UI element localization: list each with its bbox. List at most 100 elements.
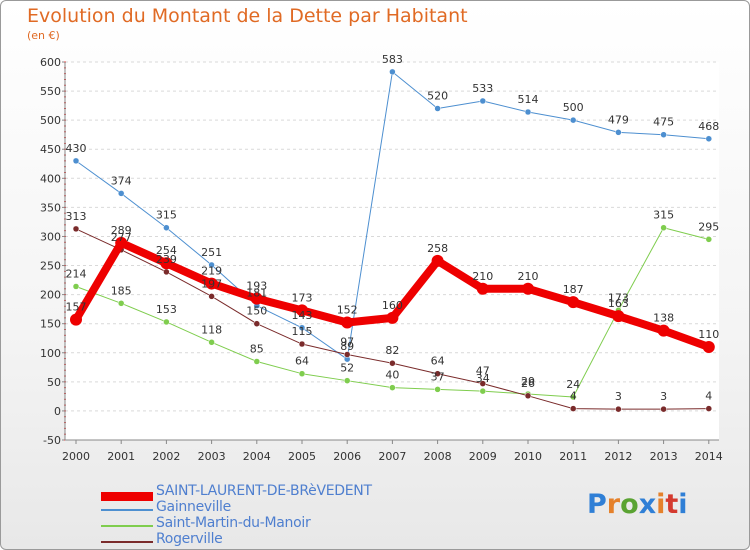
data-label: 185 xyxy=(111,284,132,297)
data-point xyxy=(524,392,532,400)
x-tick-label: 2001 xyxy=(107,450,135,463)
legend-swatch-saint-martin xyxy=(101,525,153,527)
y-tick-label: 0 xyxy=(54,405,61,418)
data-point xyxy=(386,311,399,324)
data-point xyxy=(253,320,261,327)
data-point xyxy=(205,277,218,290)
data-point xyxy=(208,339,215,346)
data-point xyxy=(615,405,622,413)
data-label: 143 xyxy=(292,309,313,322)
data-point xyxy=(569,116,577,124)
data-label: 289 xyxy=(111,224,132,237)
data-label: 430 xyxy=(66,142,87,155)
data-point xyxy=(660,224,667,231)
data-label: 4 xyxy=(705,390,712,403)
logo-letter: i xyxy=(656,489,666,520)
data-label: 193 xyxy=(246,280,267,293)
data-label: 173 xyxy=(292,291,313,304)
data-point xyxy=(70,313,82,326)
x-tick-label: 2000 xyxy=(62,450,90,463)
data-point xyxy=(72,283,80,290)
data-label: 47 xyxy=(476,365,490,378)
data-point xyxy=(72,157,80,165)
y-tick-label: 50 xyxy=(47,376,61,389)
data-label: 89 xyxy=(340,340,354,353)
data-point xyxy=(612,310,625,323)
data-point xyxy=(208,293,215,300)
data-point xyxy=(250,292,263,305)
y-tick-label: 600 xyxy=(40,56,61,69)
data-label: 37 xyxy=(431,370,445,383)
data-point xyxy=(476,282,489,295)
data-point xyxy=(343,377,351,384)
data-label: 295 xyxy=(698,220,719,233)
data-label: 583 xyxy=(382,53,403,66)
plot-area xyxy=(65,62,719,440)
data-label: 514 xyxy=(518,93,539,106)
data-point xyxy=(705,405,713,412)
data-label: 163 xyxy=(608,297,629,310)
data-label: 315 xyxy=(156,209,177,222)
x-tick-label: 2008 xyxy=(424,450,452,463)
data-label: 239 xyxy=(156,253,177,266)
data-label: 479 xyxy=(608,113,629,126)
series-2 xyxy=(72,224,713,401)
data-point xyxy=(434,386,441,393)
data-label: 313 xyxy=(66,210,87,223)
data-label: 34 xyxy=(476,372,490,385)
x-tick-label: 2014 xyxy=(695,450,723,463)
data-point xyxy=(660,405,667,413)
legend-label-gainneville: Gainneville xyxy=(156,499,231,515)
data-label: 52 xyxy=(340,362,354,375)
x-tick-label: 2007 xyxy=(378,450,406,463)
y-tick-label: -50 xyxy=(43,434,61,447)
data-label: 26 xyxy=(521,377,535,390)
data-label: 520 xyxy=(427,90,448,103)
data-label: 210 xyxy=(472,270,493,283)
data-point xyxy=(569,393,577,401)
logo-letter: o xyxy=(620,489,639,520)
data-label: 97 xyxy=(340,336,354,349)
x-tick-label: 2002 xyxy=(152,450,180,463)
data-label: 187 xyxy=(563,283,584,296)
data-point xyxy=(479,387,487,395)
legend-label-saint-laurent: SAINT-LAURENT-DE-BRèVEDENT xyxy=(156,483,372,499)
data-point xyxy=(660,131,667,138)
legend-label-saint-martin: Saint-Martin-du-Manoir xyxy=(156,515,311,531)
data-point xyxy=(567,296,580,309)
data-point xyxy=(341,316,354,329)
data-point xyxy=(479,380,487,387)
data-label: 468 xyxy=(698,120,719,133)
x-tick-label: 2003 xyxy=(198,450,226,463)
data-label: 138 xyxy=(653,312,674,325)
y-tick-label: 300 xyxy=(40,230,61,243)
x-tick-label: 2004 xyxy=(243,450,271,463)
data-label: 258 xyxy=(427,242,448,255)
data-label: 210 xyxy=(518,270,539,283)
data-point xyxy=(117,300,125,307)
data-label: 254 xyxy=(156,244,177,257)
x-tick-label: 2005 xyxy=(288,450,316,463)
legend-item-saint-martin: Saint-Martin-du-Manoir xyxy=(101,515,421,533)
data-label: 277 xyxy=(111,231,132,244)
data-point xyxy=(117,190,125,197)
data-label: 173 xyxy=(608,291,629,304)
x-tick-label: 2013 xyxy=(650,450,678,463)
data-point xyxy=(298,340,306,348)
data-label: 152 xyxy=(337,304,358,317)
data-point xyxy=(163,318,170,326)
data-label: 3 xyxy=(660,390,667,403)
series-0 xyxy=(70,236,715,353)
data-point xyxy=(163,268,170,276)
data-label: 160 xyxy=(382,299,403,312)
data-label: 118 xyxy=(201,323,222,336)
data-label: 181 xyxy=(246,287,267,300)
data-label: 219 xyxy=(201,265,222,278)
data-label: 374 xyxy=(111,174,132,187)
y-tick-label: 500 xyxy=(40,114,61,127)
data-label: 500 xyxy=(563,101,584,114)
legend-item-rogerville: Rogerville xyxy=(101,531,421,549)
data-point xyxy=(657,324,670,337)
x-tick-label: 2011 xyxy=(559,450,587,463)
